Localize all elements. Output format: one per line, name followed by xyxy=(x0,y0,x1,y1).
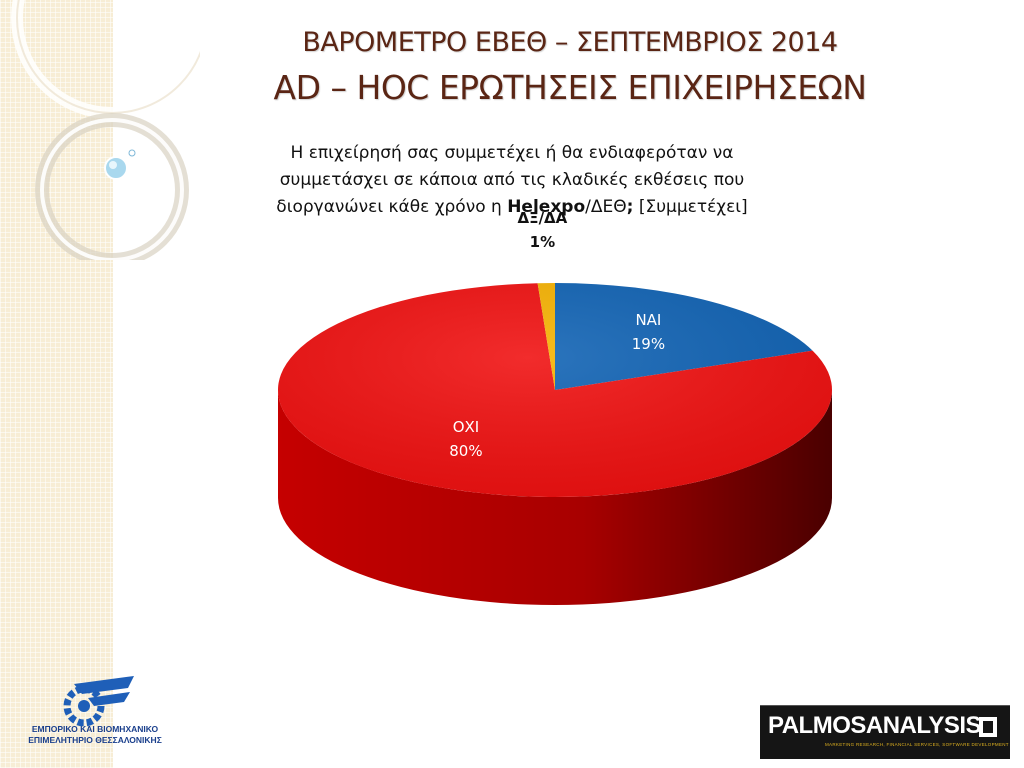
palmos-analysis-logo: PALMOSANALYSIS MARKETING RESEARCH, FINAN… xyxy=(760,705,1010,759)
title-line-1: ΒΑΡΟΜΕΤΡΟ ΕΒΕΘ – ΣΕΠΤΕΜΒΡΙΟΣ 2014 xyxy=(302,27,838,58)
slice-label-1: ΟΧΙ xyxy=(453,418,480,436)
pie-side-1 xyxy=(278,390,832,605)
pie-labels: ΝΑΙ 19% ΟΧΙ 80% ΔΞ/ΔΑ 1% xyxy=(449,209,665,460)
survey-question: Η επιχείρησή σας συμμετέχει ή θα ενδιαφε… xyxy=(212,140,812,221)
slice-value-0: 19% xyxy=(632,335,665,353)
question-line-3: διοργανώνει κάθε χρόνο η Helexpo/ΔΕΘ; [Σ… xyxy=(276,197,748,217)
slice-label-0: ΝΑΙ xyxy=(635,311,661,329)
title-line-2: AD – HOC ΕΡΩΤΗΣΕΙΣ ΕΠΙΧΕΙΡΗΣΕΩΝ xyxy=(273,68,867,107)
question-line-2: συμμετάσχει σε κάποια από τις κλαδικές ε… xyxy=(279,170,745,190)
question-line-1: Η επιχείρησή σας συμμετέχει ή θα ενδιαφε… xyxy=(290,143,734,163)
palmos-logo-wordmark: PALMOSANALYSIS xyxy=(768,712,982,739)
slice-value-2: 1% xyxy=(530,233,555,251)
pie-top-faces xyxy=(278,283,833,498)
palmos-logo-tagline: MARKETING RESEARCH, FINANCIAL SERVICES, … xyxy=(825,742,1009,747)
pie-top-shine xyxy=(278,283,832,497)
chamber-logo-text: ΕΜΠΟΡΙΚΟ ΚΑΙ ΒΙΟΜΗΧΑΝΙΚΟ ΕΠΙΜΕΛΗΤΗΡΙΟ ΘΕ… xyxy=(28,724,162,745)
chamber-logo-icon xyxy=(63,676,134,727)
palmos-logo-square-icon xyxy=(979,717,997,737)
slice-value-1: 80% xyxy=(449,442,482,460)
slice-label-2: ΔΞ/ΔΑ xyxy=(517,209,567,227)
decorative-circles xyxy=(11,0,200,260)
question-bold-helexpo: Helexpo xyxy=(507,197,586,217)
pie-side-wall xyxy=(278,390,832,605)
